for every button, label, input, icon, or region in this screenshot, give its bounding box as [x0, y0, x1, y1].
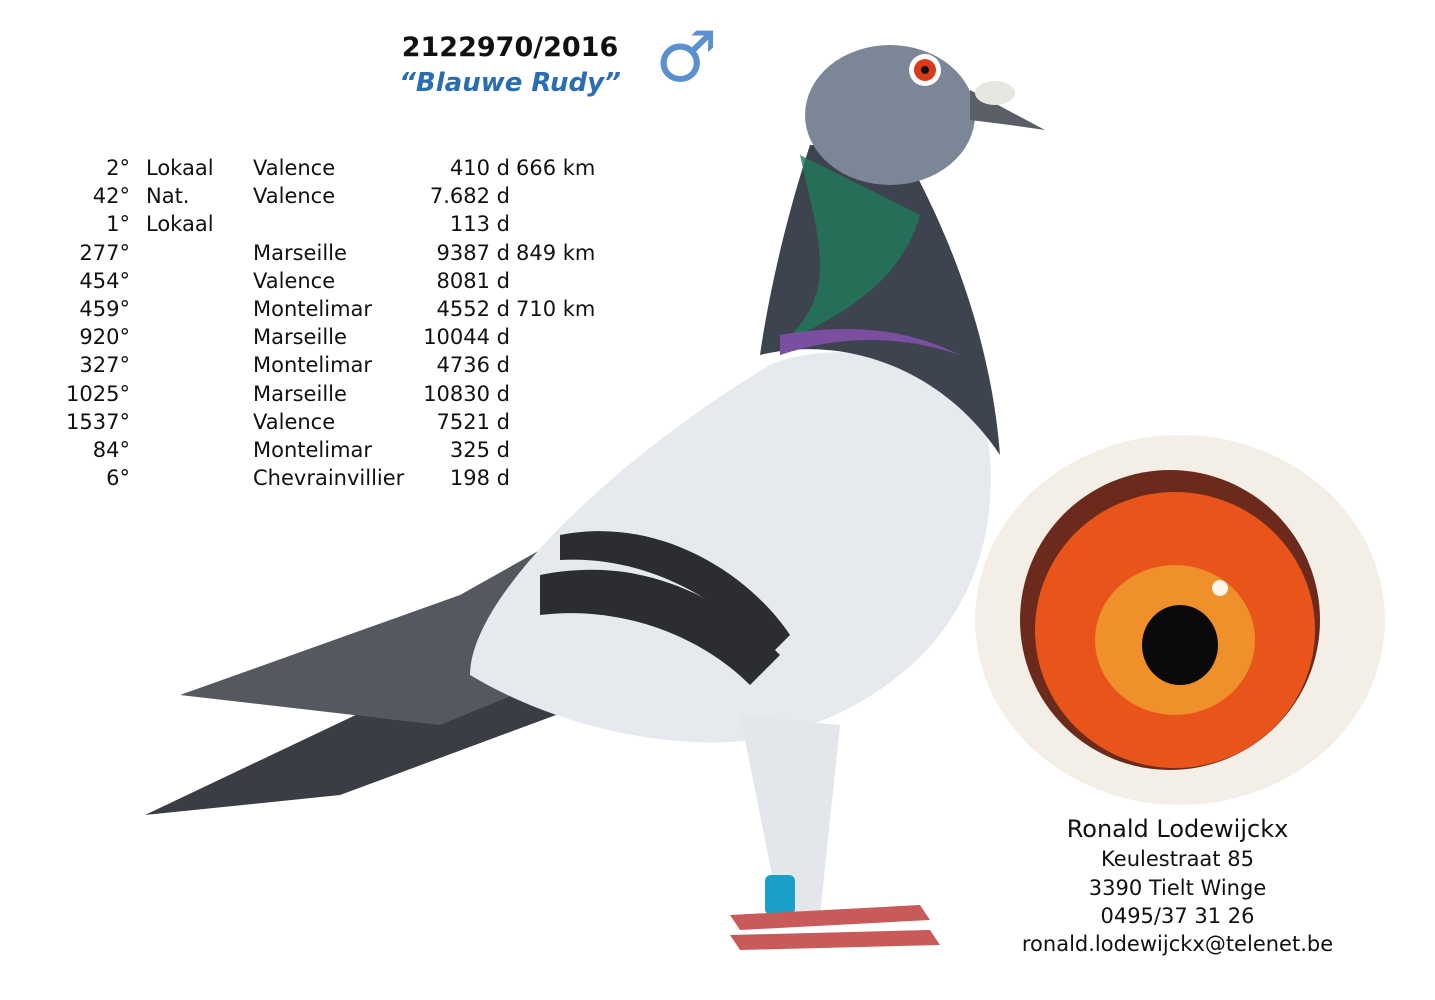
result-class: Lokaal	[146, 212, 214, 237]
result-location: Montelimar	[253, 353, 373, 378]
result-rank: 6°	[106, 466, 130, 491]
result-count: 10044 d	[423, 325, 510, 350]
result-distance: 849 km	[516, 240, 596, 265]
result-count: 10830 d	[423, 381, 510, 406]
result-rank: 327°	[79, 353, 130, 378]
result-location: Marseille	[253, 381, 347, 406]
pigeon-photo	[145, 45, 1045, 950]
result-count: 113 d	[449, 212, 510, 237]
result-rank: 42°	[92, 184, 130, 209]
eye-closeup-photo	[975, 435, 1385, 805]
result-distance: 666 km	[516, 156, 596, 180]
result-rank: 2°	[106, 156, 130, 180]
owner-street: Keulestraat 85	[1101, 847, 1254, 871]
result-location: Chevrainvillier	[253, 466, 405, 491]
owner-city: 3390 Tielt Winge	[1088, 876, 1267, 900]
result-rank: 1025°	[66, 381, 130, 406]
result-count: 198 d	[449, 466, 510, 491]
result-class: Lokaal	[146, 156, 214, 180]
result-count: 7521 d	[436, 409, 510, 434]
result-class: Nat.	[146, 184, 190, 209]
result-count: 410 d	[449, 156, 510, 180]
result-rank: 459°	[79, 297, 130, 321]
result-location: Marseille	[253, 240, 347, 265]
result-count: 7.682 d	[429, 184, 510, 209]
pigeon-name: “Blauwe Rudy”	[399, 68, 621, 98]
result-location: Valence	[253, 156, 336, 180]
result-count: 9387 d	[436, 240, 510, 265]
ring-number: 2122970/2016	[401, 32, 619, 63]
owner-name: Ronald Lodewijckx	[1066, 815, 1289, 843]
result-rank: 84°	[92, 438, 130, 462]
result-rank: 277°	[79, 240, 130, 265]
result-location: Valence	[253, 184, 336, 209]
result-count: 4552 d	[436, 297, 510, 321]
result-rank: 1°	[106, 212, 130, 237]
owner-phone: 0495/37 31 26	[1100, 904, 1255, 928]
result-location: Montelimar	[253, 297, 373, 321]
result-rank: 920°	[79, 325, 130, 350]
owner-email[interactable]: ronald.lodewijckx@telenet.be	[1021, 932, 1334, 956]
result-location: Valence	[253, 409, 336, 434]
result-rank: 454°	[79, 268, 130, 293]
result-rank: 1537°	[66, 409, 130, 434]
result-location: Marseille	[253, 325, 347, 350]
result-count: 325 d	[449, 438, 510, 462]
result-location: Valence	[253, 268, 336, 293]
result-count: 8081 d	[436, 268, 510, 293]
result-location: Montelimar	[253, 438, 373, 462]
result-count: 4736 d	[436, 353, 510, 378]
result-distance: 710 km	[516, 297, 596, 321]
male-symbol-icon: ♂	[655, 16, 718, 98]
